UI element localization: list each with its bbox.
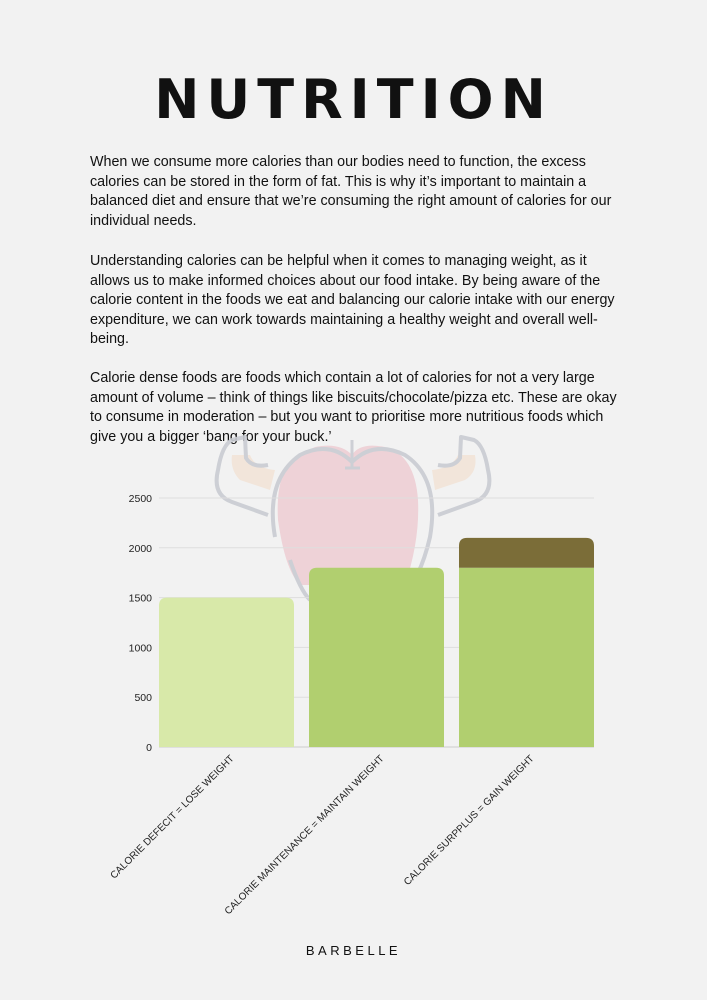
y-tick-label: 1500 xyxy=(129,593,153,605)
bar-segment xyxy=(309,567,444,747)
page-title: NUTRITION xyxy=(154,68,553,131)
paragraph-calorie-dense-foods: Calorie dense foods are foods which cont… xyxy=(90,370,617,445)
y-tick-label: 2500 xyxy=(129,493,153,505)
paragraph-calories-fat: When we consume more calories than our b… xyxy=(90,154,612,229)
brand-footer: BARBELLE xyxy=(305,943,402,958)
y-tick-label: 1000 xyxy=(129,642,153,654)
bar-segment xyxy=(459,567,594,747)
bar-segment xyxy=(459,537,594,568)
y-tick-label: 0 xyxy=(146,742,152,754)
bar-segment xyxy=(159,597,294,747)
y-tick-label: 500 xyxy=(134,692,152,704)
y-tick-label: 2000 xyxy=(129,543,153,555)
x-tick-label: CALORIE MAINTENANCE = MAINTAIN WEIGHT xyxy=(223,753,387,917)
paragraph-understanding-calories: Understanding calories can be helpful wh… xyxy=(90,253,615,348)
flexing-apple-icon xyxy=(214,435,492,602)
x-tick-label: CALORIE DEFECIT = LOSE WEIGHT xyxy=(109,753,237,881)
x-tick-label: CALORIE SURPPLUS = GAIN WEIGHT xyxy=(402,753,537,888)
